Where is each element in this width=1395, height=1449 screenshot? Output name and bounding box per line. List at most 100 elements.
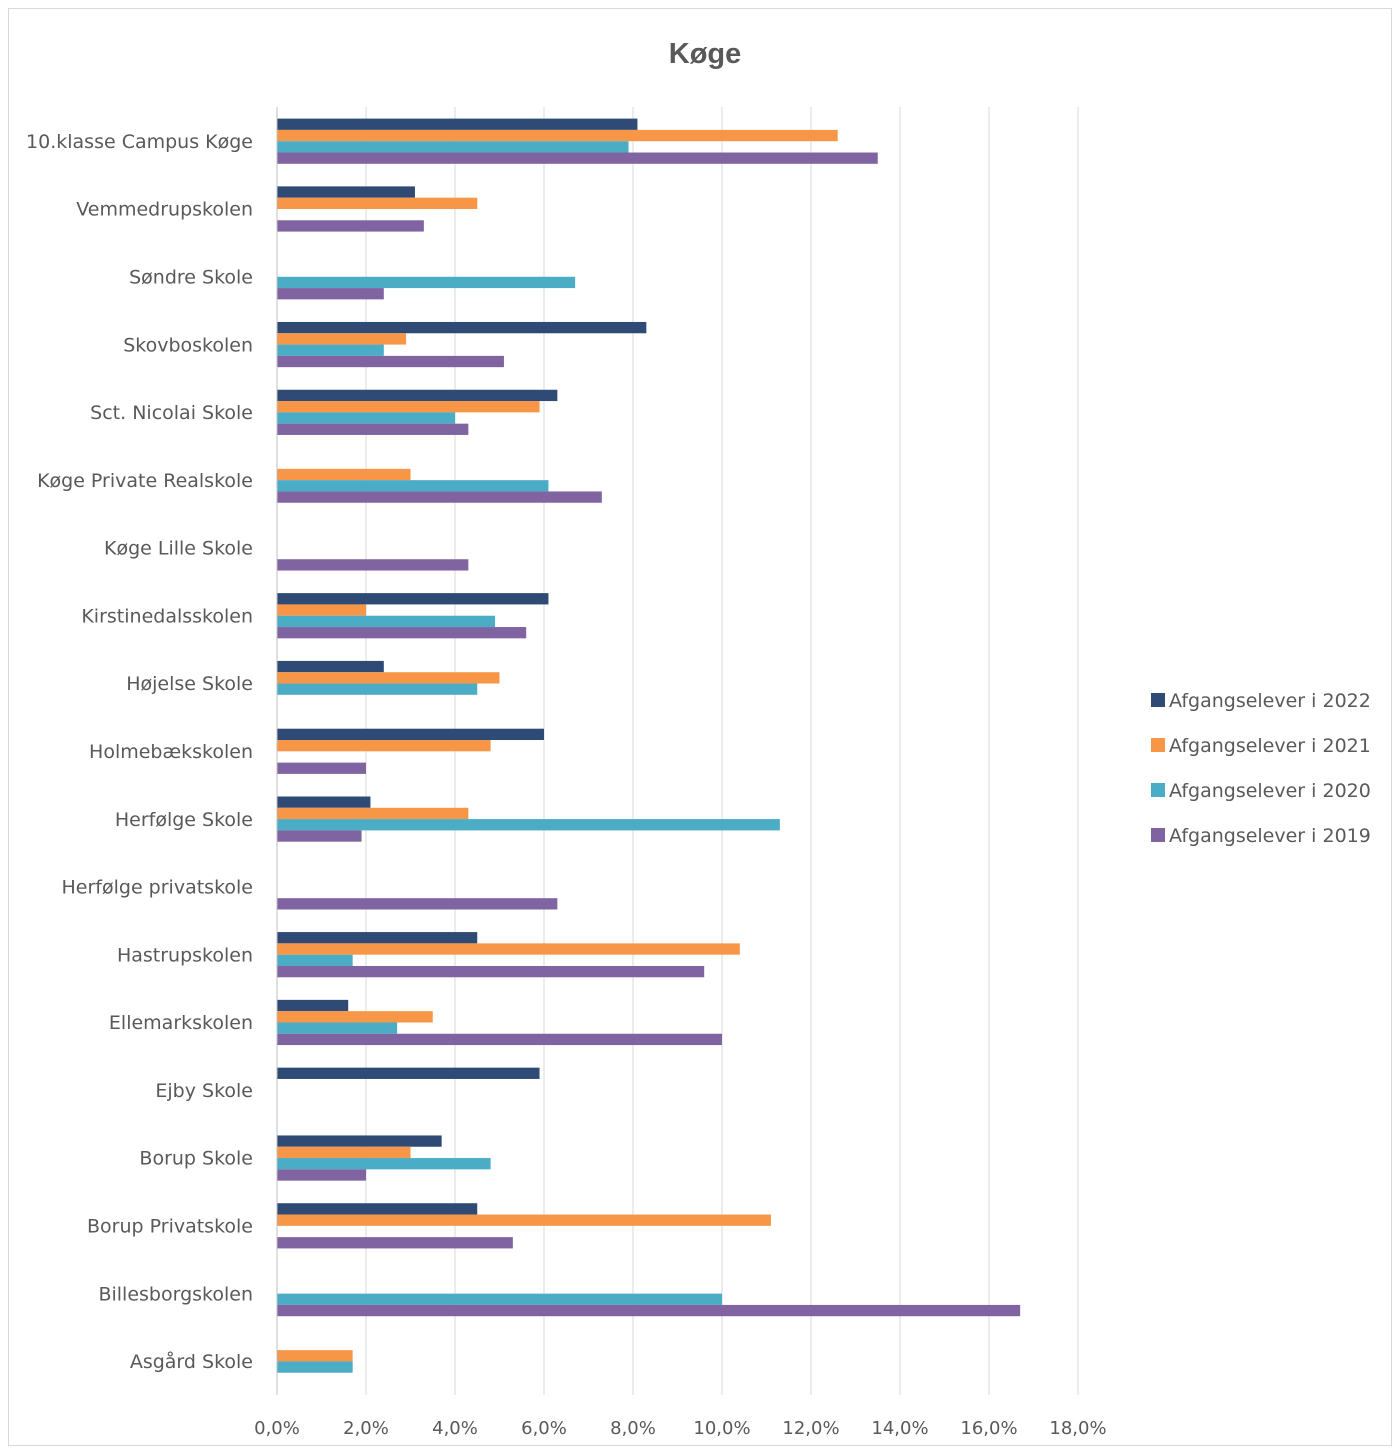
bar	[277, 965, 705, 978]
x-tick-label: 2,0%	[343, 1418, 389, 1439]
legend-label: Afgangselever i 2020	[1169, 780, 1371, 802]
legend-label: Afgangselever i 2021	[1169, 735, 1371, 757]
category-label: Højelse Skole	[126, 673, 253, 695]
bar	[277, 898, 558, 910]
category-label: Herfølge privatskole	[62, 877, 253, 899]
category-label: Køge Private Realskole	[37, 470, 253, 492]
bar	[277, 491, 602, 503]
bar	[277, 807, 469, 820]
legend-swatch	[1151, 738, 1165, 752]
legend-swatch	[1151, 693, 1165, 707]
bar	[277, 220, 424, 232]
category-label: Asgård Skole	[130, 1350, 253, 1373]
category-label: Borup Skole	[139, 1148, 253, 1170]
bar	[277, 129, 838, 142]
bar	[277, 344, 384, 356]
bar	[277, 1011, 433, 1023]
bar	[277, 683, 478, 695]
category-label: Borup Privatskole	[87, 1216, 253, 1238]
category-label: Sct. Nicolai Skole	[90, 402, 253, 424]
category-label: Hastrupskolen	[117, 944, 253, 966]
bar	[277, 796, 371, 808]
bar	[277, 999, 349, 1012]
bar	[277, 355, 504, 368]
category-label: Herfølge Skole	[115, 809, 253, 831]
bar	[277, 197, 478, 209]
bar	[277, 1022, 398, 1034]
bar	[277, 333, 407, 345]
bar	[277, 141, 629, 153]
bar	[277, 660, 384, 673]
category-label: Billesborgskolen	[98, 1283, 253, 1305]
legend-label: Afgangselever i 2019	[1169, 825, 1371, 847]
category-label: Ellemarkskolen	[109, 1012, 253, 1034]
bar	[277, 672, 500, 684]
x-tick-label: 4,0%	[432, 1418, 478, 1439]
bar	[277, 740, 491, 752]
category-labels: 10.klasse Campus Køge Vemmedrupskolen Sønd…	[26, 131, 253, 1373]
bar	[277, 1237, 513, 1249]
bar	[277, 389, 558, 402]
category-label: Kirstinedalsskolen	[81, 605, 253, 627]
bar	[277, 1135, 442, 1147]
bar	[277, 1169, 366, 1181]
bar	[277, 559, 469, 571]
legend-label: Afgangselever i 2022	[1169, 690, 1371, 712]
x-tick-label: 6,0%	[521, 1418, 567, 1439]
bar	[277, 932, 478, 944]
bar	[277, 1304, 1021, 1317]
legend-item: Afgangselever i 2021	[1151, 735, 1371, 757]
x-tick-label: 10,0%	[693, 1418, 750, 1439]
bar	[277, 615, 496, 628]
category-label: Holmebækskolen	[89, 741, 253, 763]
bar	[277, 468, 411, 481]
bar	[277, 593, 549, 605]
bar	[277, 186, 415, 198]
legend-swatch	[1151, 783, 1165, 797]
gridlines	[276, 107, 1079, 1395]
legend: Afgangselever i 2022 Afgangselever i 2021…	[1151, 690, 1371, 847]
bar	[277, 627, 527, 639]
bar	[277, 1146, 411, 1159]
chart-frame	[8, 8, 1392, 1446]
category-label: Søndre Skole	[129, 266, 253, 288]
category-label: Skovboskolen	[123, 334, 253, 356]
bar	[277, 401, 540, 413]
category-label: Køge Lille Skole	[104, 538, 253, 560]
bar	[277, 1158, 491, 1170]
x-tick-labels: 0,0% 2,0% 4,0% 6,0% 8,0% 10,0% 12,0% 14,0% 16,0%…	[254, 1418, 1106, 1439]
bar	[277, 1214, 771, 1226]
legend-item: Afgangselever i 2019	[1151, 825, 1371, 847]
x-tick-label: 16,0%	[960, 1418, 1017, 1439]
legend-swatch	[1151, 828, 1165, 842]
bar	[277, 943, 740, 955]
bar	[277, 1203, 478, 1215]
category-label: Vemmedrupskolen	[76, 199, 253, 221]
x-tick-label: 18,0%	[1049, 1418, 1106, 1439]
bar	[277, 423, 469, 435]
legend-item: Afgangselever i 2020	[1151, 780, 1371, 802]
category-label: Ejby Skole	[155, 1080, 253, 1102]
bars	[277, 118, 1021, 1373]
bar	[277, 321, 647, 334]
bar	[277, 480, 549, 492]
bar	[277, 819, 780, 831]
x-tick-label: 14,0%	[871, 1418, 928, 1439]
bar	[277, 1033, 722, 1046]
bar	[277, 1067, 540, 1079]
bar	[277, 604, 366, 616]
category-label: 10.klasse Campus Køge	[26, 131, 253, 153]
bar	[277, 118, 638, 130]
bar	[277, 830, 362, 842]
x-tick-label: 0,0%	[254, 1418, 300, 1439]
bar	[277, 954, 353, 966]
bar	[277, 276, 576, 289]
bar	[277, 1361, 353, 1373]
x-tick-label: 8,0%	[610, 1418, 656, 1439]
legend-item: Afgangselever i 2022	[1151, 690, 1371, 712]
x-tick-label: 12,0%	[782, 1418, 839, 1439]
bar	[277, 728, 544, 741]
bar	[277, 1350, 353, 1362]
bar	[277, 412, 455, 424]
